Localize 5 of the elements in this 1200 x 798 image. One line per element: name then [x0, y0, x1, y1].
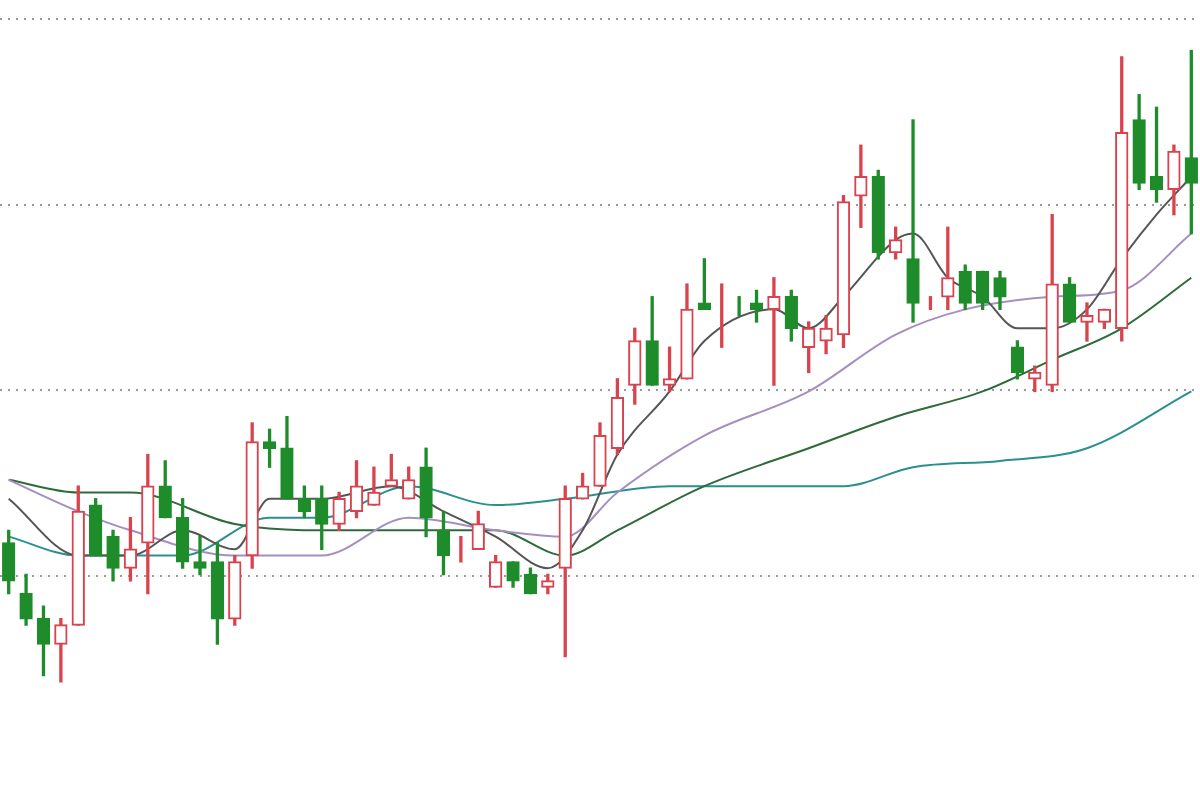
candlestick [906, 119, 920, 323]
candlestick [1080, 302, 1094, 342]
candlestick [767, 277, 781, 386]
candlestick [854, 144, 868, 228]
candlestick [193, 535, 207, 576]
